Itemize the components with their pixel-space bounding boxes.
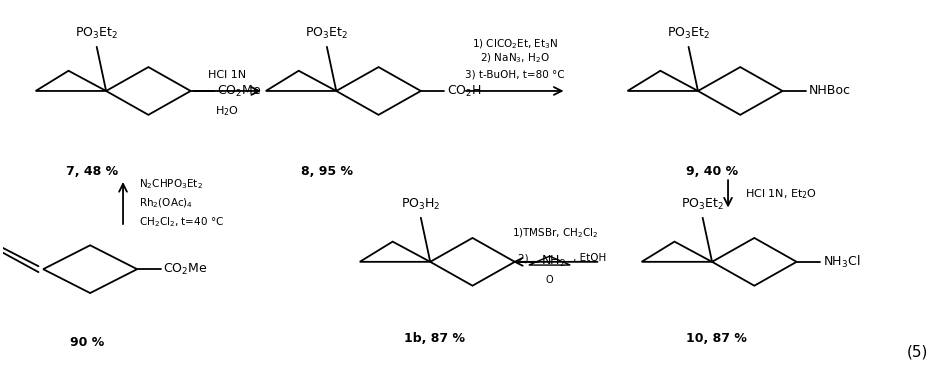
Text: NH$_3$Cl: NH$_3$Cl <box>822 254 859 270</box>
Text: HCl 1N, Et$_2$O: HCl 1N, Et$_2$O <box>744 187 817 201</box>
Text: , EtOH: , EtOH <box>572 253 606 263</box>
Text: O: O <box>545 275 553 285</box>
Text: CO$_2$Me: CO$_2$Me <box>217 84 261 98</box>
Text: NH$_2$: NH$_2$ <box>541 254 565 269</box>
Text: PO$_3$H$_2$: PO$_3$H$_2$ <box>400 197 440 212</box>
Text: 90 %: 90 % <box>70 336 105 349</box>
Text: 1) ClCO$_2$Et, Et$_3$N: 1) ClCO$_2$Et, Et$_3$N <box>471 37 557 51</box>
Text: 2) NaN$_3$, H$_2$O: 2) NaN$_3$, H$_2$O <box>480 51 549 65</box>
Text: PO$_3$Et$_2$: PO$_3$Et$_2$ <box>305 26 348 41</box>
Text: 1)TMSBr, CH$_2$Cl$_2$: 1)TMSBr, CH$_2$Cl$_2$ <box>512 226 598 240</box>
Text: 8, 95 %: 8, 95 % <box>300 165 352 178</box>
Text: 3) t-BuOH, t=80 °C: 3) t-BuOH, t=80 °C <box>464 70 564 80</box>
Text: HCl 1N: HCl 1N <box>208 70 246 80</box>
Text: PO$_3$Et$_2$: PO$_3$Et$_2$ <box>681 197 723 212</box>
Text: 9, 40 %: 9, 40 % <box>685 165 737 178</box>
Text: PO$_3$Et$_2$: PO$_3$Et$_2$ <box>666 26 709 41</box>
Text: CO$_2$H: CO$_2$H <box>447 84 481 98</box>
Text: (5): (5) <box>906 344 927 359</box>
Text: H$_2$O: H$_2$O <box>215 104 239 117</box>
Text: NHBoc: NHBoc <box>808 84 850 97</box>
Text: 7, 48 %: 7, 48 % <box>66 165 118 178</box>
Text: CO$_2$Me: CO$_2$Me <box>163 261 208 277</box>
Text: 2): 2) <box>517 253 531 263</box>
Text: 1b, 87 %: 1b, 87 % <box>404 332 465 345</box>
Text: PO$_3$Et$_2$: PO$_3$Et$_2$ <box>76 26 118 41</box>
Text: 10, 87 %: 10, 87 % <box>685 332 747 345</box>
Text: N$_2$CHPO$_3$Et$_2$
Rh$_2$(OAc)$_4$
CH$_2$Cl$_2$, t=40 °C: N$_2$CHPO$_3$Et$_2$ Rh$_2$(OAc)$_4$ CH$_… <box>139 178 224 229</box>
